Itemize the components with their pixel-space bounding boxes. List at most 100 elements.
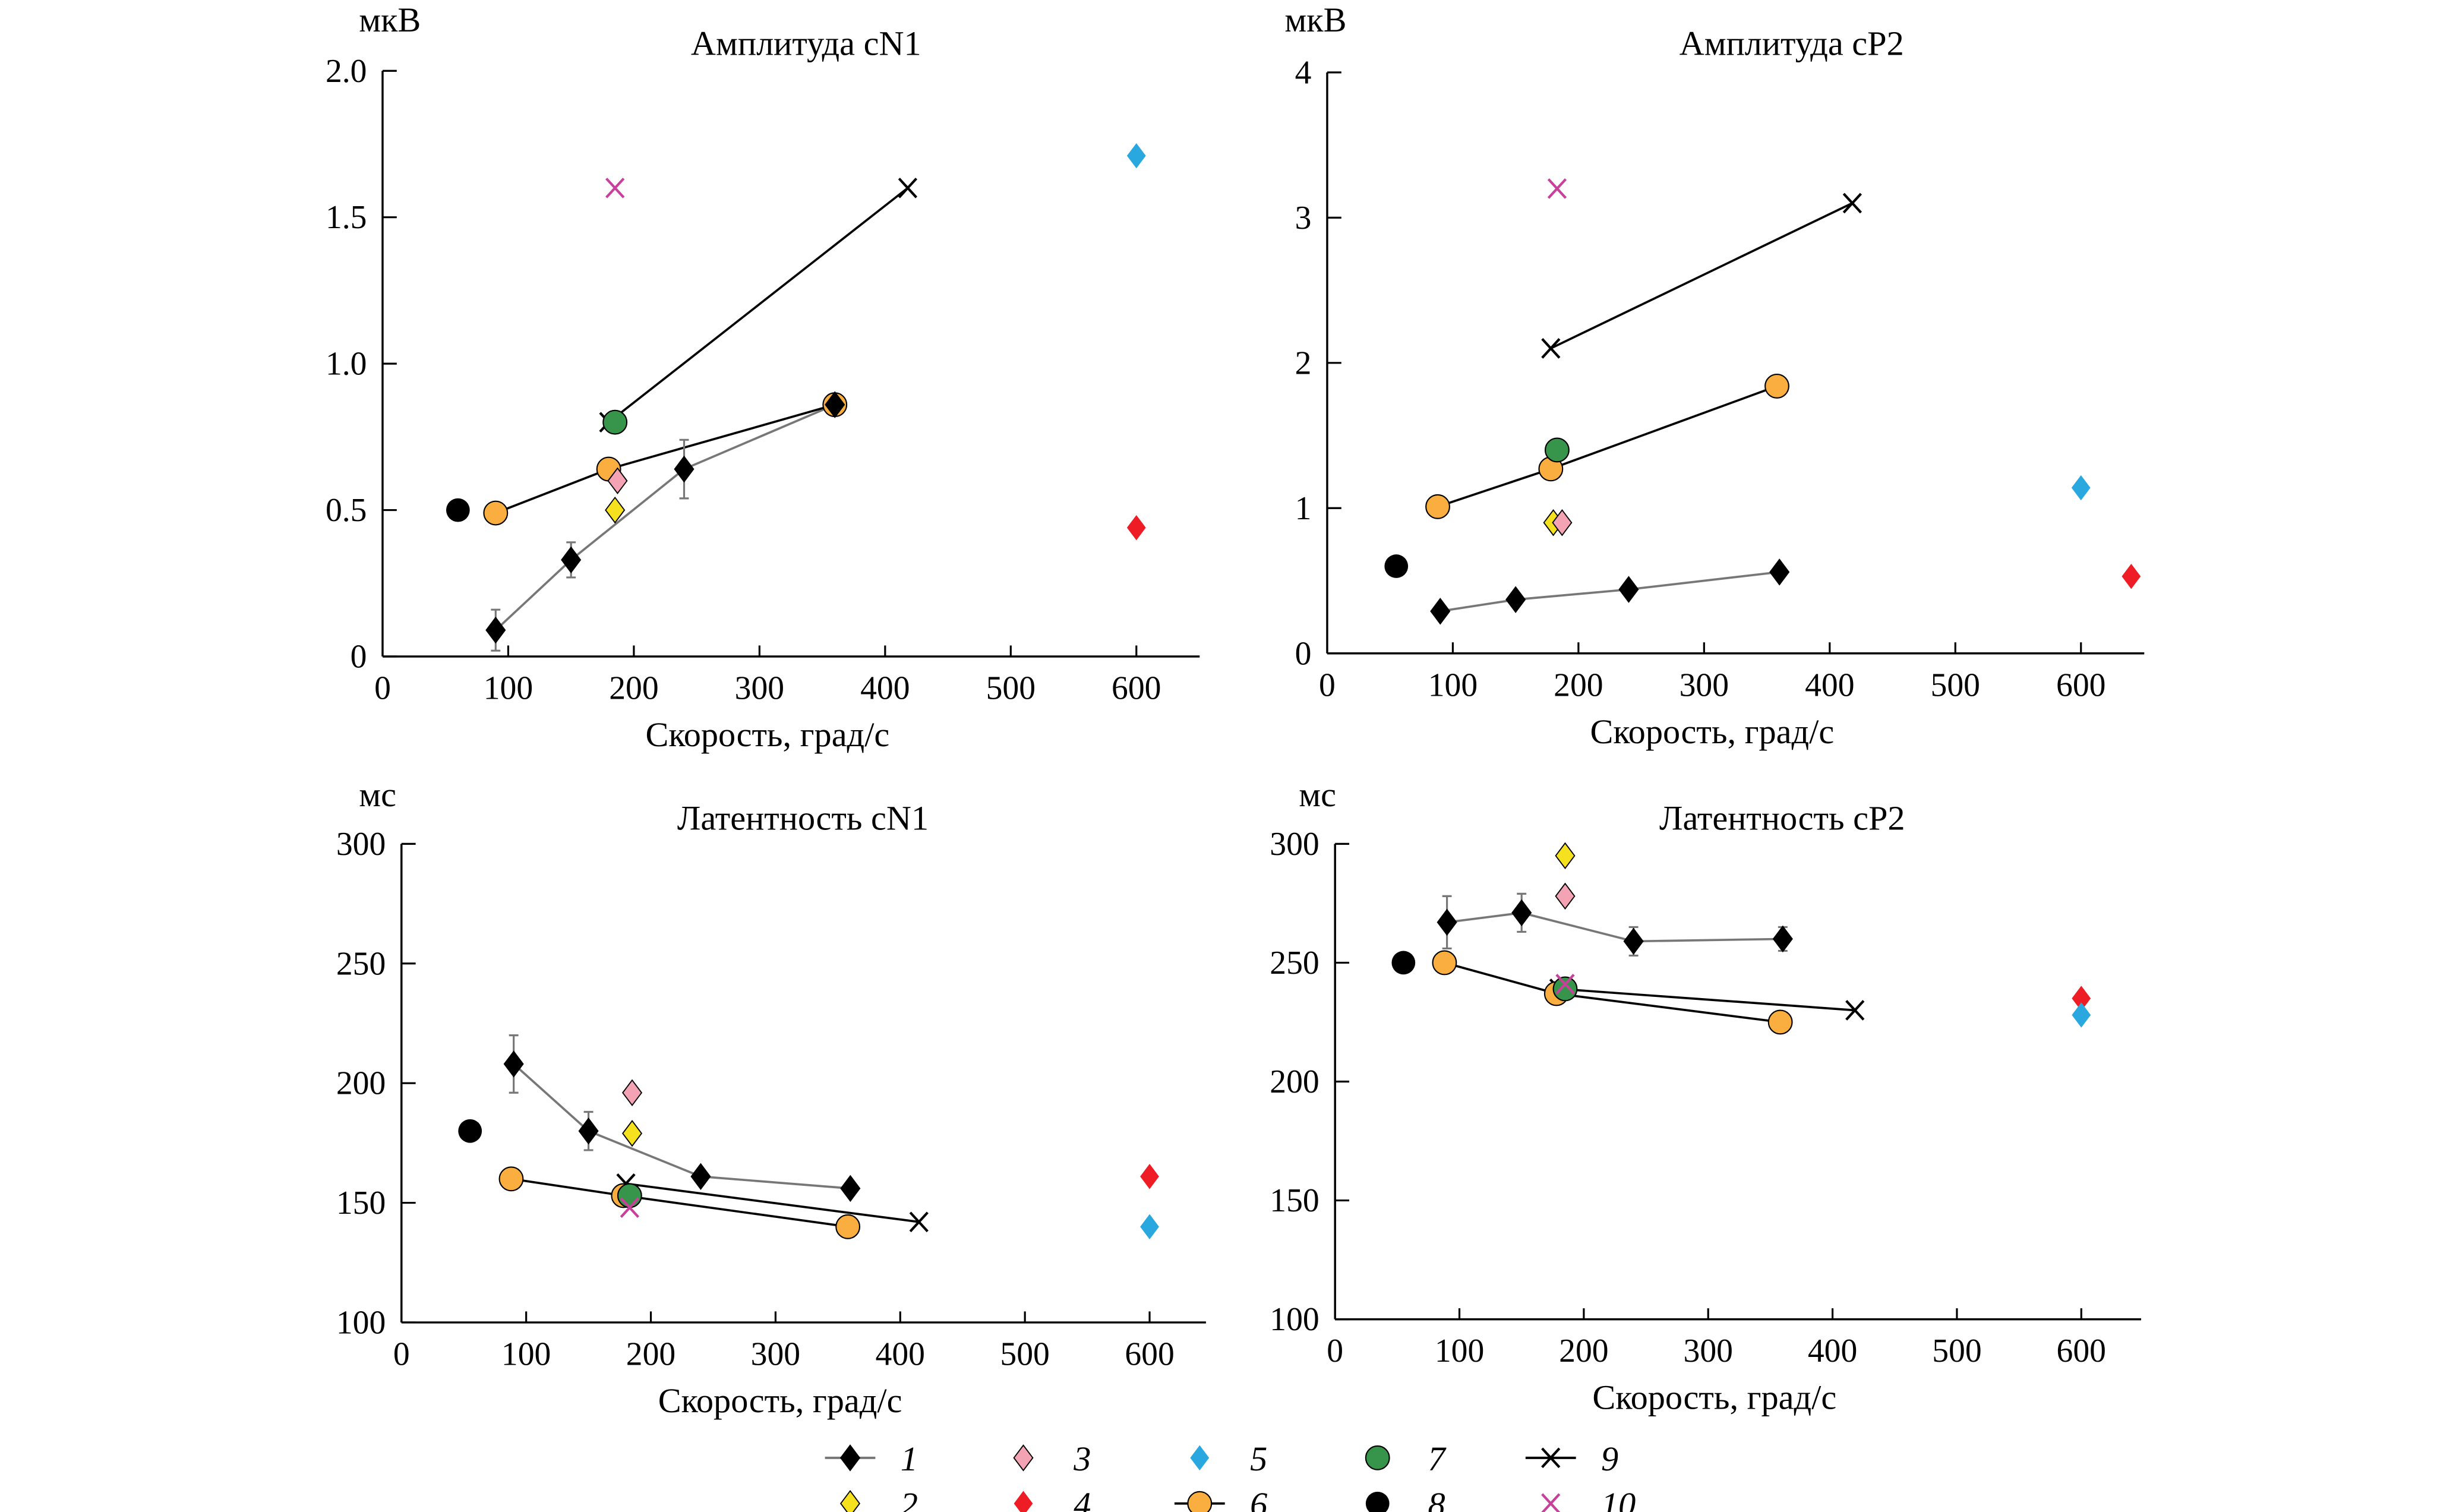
x-axis-label: Скорость, град/с	[1592, 1378, 1836, 1417]
chart-title: Латентность cN1	[677, 799, 929, 838]
x-axis-label: Скорость, град/с	[1590, 712, 1834, 751]
legend-item: 8	[1365, 1485, 1445, 1512]
y-tick-label: 200	[1270, 1063, 1319, 1100]
series-9-line	[608, 187, 909, 424]
legend-label: 6	[1250, 1485, 1267, 1512]
panels: 0 100 200 300 400 500 60000.51.01.52.0Амплитуд…	[326, 1, 2145, 1420]
chart-panel: 0 100 200 300 400 500 600100150200250300Латент…	[336, 775, 1206, 1420]
legend-marker-6	[1187, 1491, 1213, 1512]
series-3-point	[1555, 882, 1576, 910]
y-tick-label: 100	[336, 1304, 386, 1341]
x-tick-label: 500	[1931, 667, 1980, 703]
x-tick-label: 300	[751, 1336, 800, 1372]
legend: 1 2 3 4 5 6 7 8 9 10	[825, 1440, 1636, 1512]
series-1-point	[503, 1050, 524, 1078]
series-9-line	[1558, 987, 1855, 1012]
series-2-point	[605, 496, 626, 524]
series-8-point	[446, 498, 470, 522]
series-1-point	[578, 1117, 599, 1145]
series-1-line	[495, 403, 835, 632]
legend-label: 4	[1074, 1485, 1091, 1512]
series-9-line	[1550, 202, 1853, 350]
x-tick-label: 400	[1808, 1333, 1857, 1369]
x-tick-label: 400	[876, 1336, 925, 1372]
y-tick-label: 150	[336, 1185, 386, 1221]
x-axis-label: Скорость, град/с	[658, 1381, 902, 1420]
series-6-point	[1764, 373, 1789, 399]
series-1-point	[1430, 598, 1451, 625]
series-3-point	[607, 467, 628, 495]
series-8-point	[1384, 554, 1409, 578]
series-6-point	[1432, 950, 1457, 976]
series-9-point	[898, 178, 918, 198]
legend-marker-4	[1014, 1491, 1033, 1512]
x-tick-label: 0	[1319, 667, 1336, 703]
y-tick-label: 2	[1295, 345, 1312, 381]
x-tick-label: 200	[1559, 1333, 1608, 1369]
x-tick-label: 600	[2057, 1333, 2106, 1369]
legend-item: 5	[1190, 1440, 1267, 1478]
series-10-point	[605, 178, 625, 198]
series-2-point	[621, 1119, 643, 1147]
series-6-line	[495, 403, 835, 514]
series-9-point	[1842, 192, 1862, 214]
legend-label: 8	[1428, 1485, 1445, 1512]
series-1-point	[1772, 925, 1793, 953]
y-axis-label: мкВ	[1284, 1, 1346, 39]
legend-item: 1	[825, 1440, 918, 1478]
series-1-point	[1505, 586, 1526, 614]
chart-panel: 0 100 200 300 400 500 600 0 0.5 1.0 1.5 2.0 Амплитуд…	[326, 1, 1200, 754]
x-tick-label: 0	[393, 1336, 410, 1372]
y-axis-label: мкВ	[359, 1, 421, 39]
chart-title: Амплитуда cN1	[691, 24, 921, 63]
x-tick-label: 300	[1680, 667, 1729, 703]
series-6-point	[498, 1166, 524, 1192]
legend-marker-2	[839, 1489, 861, 1512]
series-5-point	[2072, 1002, 2091, 1028]
series-4-point	[1140, 1164, 1159, 1189]
x-tick-label: 100	[1428, 667, 1478, 703]
series-6-line	[1437, 385, 1778, 508]
series-1-line	[1447, 911, 1783, 943]
series-6-point	[835, 1214, 861, 1239]
legend-label: 3	[1073, 1440, 1091, 1478]
x-tick-label: 300	[1684, 1333, 1733, 1369]
legend-item: 2	[839, 1485, 918, 1512]
legend-item: 9	[1525, 1440, 1618, 1478]
x-tick-label: 300	[735, 670, 784, 707]
x-tick-label: 400	[1805, 667, 1854, 703]
y-tick-label: 1.0	[326, 346, 367, 383]
series-1-point	[1769, 558, 1790, 586]
x-tick-label: 600	[1112, 670, 1161, 707]
series-9-point	[1845, 1000, 1865, 1021]
x-tick-label: 100	[1435, 1333, 1484, 1369]
series-6-point	[1425, 494, 1450, 519]
chart-panel: 0 100 200 300 400 500 600100150200250300Латент…	[1270, 775, 2141, 1417]
legend-item: 3	[1013, 1440, 1091, 1478]
legend-item: 4	[1014, 1485, 1091, 1512]
series-5-point	[2071, 475, 2091, 501]
y-tick-label: 0	[351, 639, 367, 675]
x-tick-label: 600	[2056, 667, 2105, 703]
series-3-point	[621, 1079, 643, 1107]
x-tick-label: 100	[484, 670, 533, 707]
x-tick-label: 100	[501, 1336, 551, 1372]
series-7-point	[617, 1183, 642, 1208]
series-3-point	[1552, 509, 1573, 536]
series-6-line	[511, 1178, 848, 1228]
legend-marker-3	[1013, 1444, 1034, 1472]
y-tick-label: 1.5	[326, 199, 367, 236]
chart-panel: 0 100 200 300 400 500 600 0 1 2 3 4 Амплитуда cP2 мкВ…	[1284, 1, 2145, 751]
y-tick-label: 4	[1295, 54, 1312, 91]
series-1-point	[485, 616, 506, 644]
y-tick-label: 100	[1270, 1301, 1319, 1338]
x-axis-label: Скорость, град/с	[645, 715, 889, 754]
series-7-point	[602, 409, 628, 435]
x-tick-label: 200	[609, 670, 658, 707]
series-5-point	[1140, 1214, 1159, 1240]
series-9-line	[626, 1182, 920, 1223]
series-1-point	[690, 1163, 711, 1190]
series-7-point	[1544, 437, 1570, 463]
series-1-point	[1511, 899, 1532, 927]
y-tick-label: 1	[1295, 490, 1312, 527]
